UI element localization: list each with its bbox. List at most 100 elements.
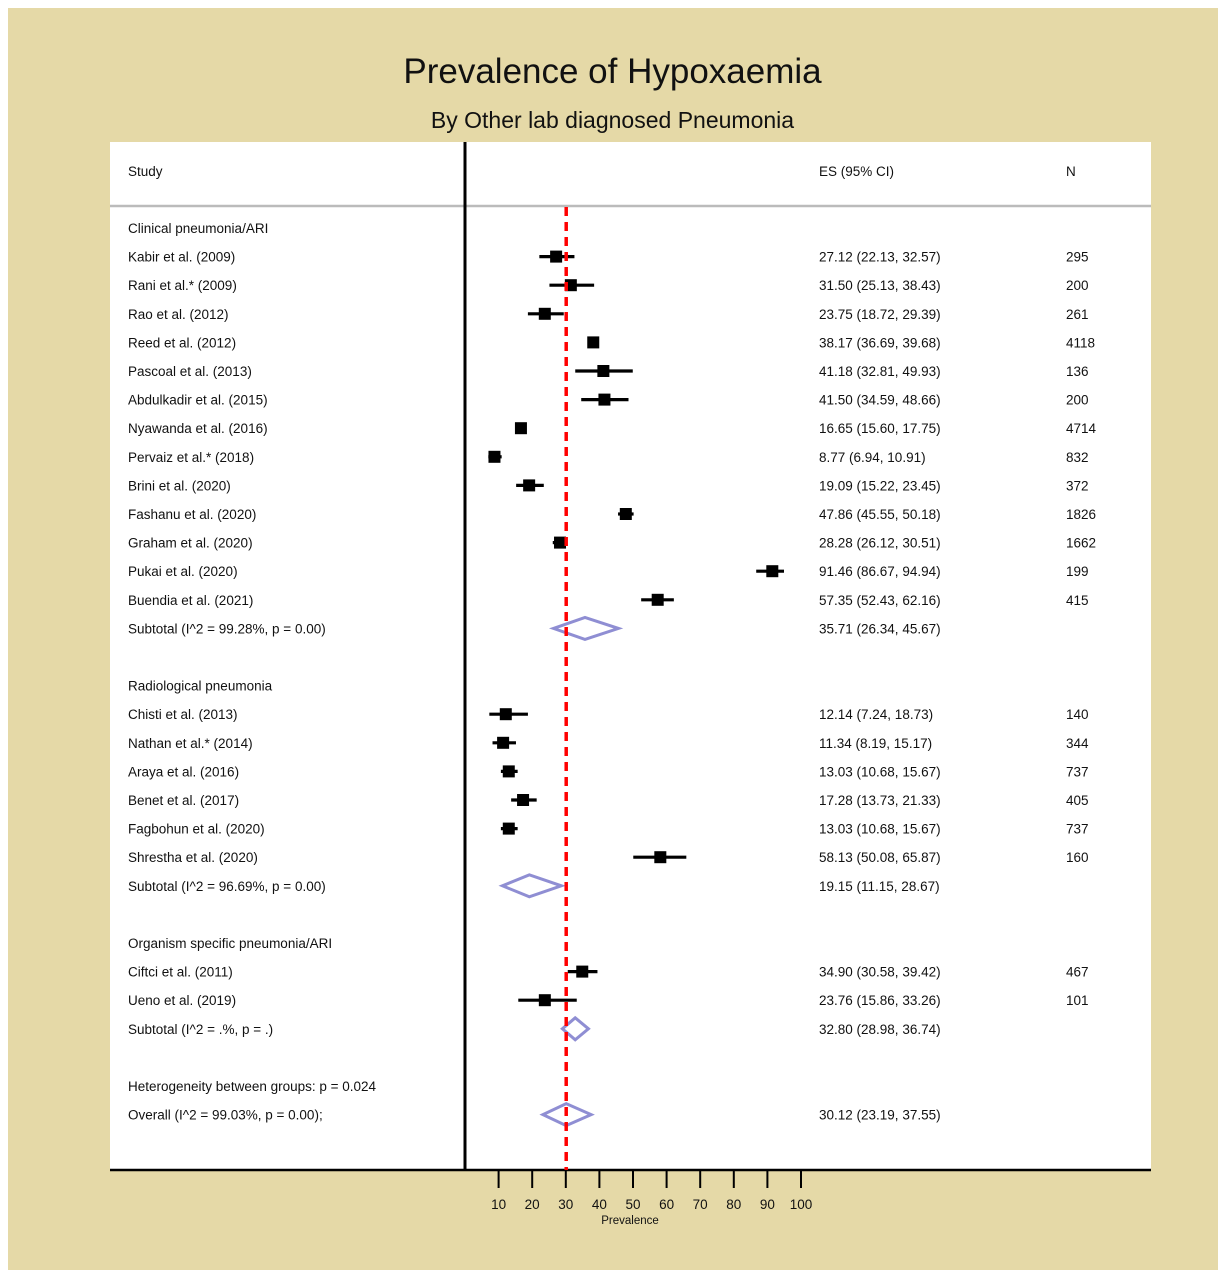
- point-estimate-marker: [554, 536, 567, 549]
- point-estimate-marker: [766, 565, 779, 578]
- point-estimate-marker: [497, 736, 510, 749]
- effect-size-text: 23.75 (18.72, 29.39): [819, 307, 941, 322]
- x-tick-label: 80: [726, 1197, 741, 1212]
- point-estimate-marker: [538, 307, 551, 320]
- point-estimate-marker: [550, 250, 563, 263]
- point-estimate-marker: [654, 851, 667, 864]
- effect-size-text: 28.28 (26.12, 30.51): [819, 536, 941, 551]
- study-label: Pervaiz et al.* (2018): [128, 450, 254, 465]
- sample-size-text: 261: [1066, 307, 1089, 322]
- x-tick-label: 20: [525, 1197, 540, 1212]
- study-label: Brini et al. (2020): [128, 478, 231, 493]
- study-label: Pukai et al. (2020): [128, 564, 238, 579]
- x-tick-label: 10: [491, 1197, 506, 1212]
- effect-size-text: 12.14 (7.24, 18.73): [819, 707, 933, 722]
- study-label: Shrestha et al. (2020): [128, 850, 258, 865]
- effect-size-text: 13.03 (10.68, 15.67): [819, 822, 941, 837]
- sample-size-text: 160: [1066, 850, 1089, 865]
- study-label: Rao et al. (2012): [128, 307, 229, 322]
- sample-size-text: 344: [1066, 736, 1089, 751]
- point-estimate-marker: [488, 450, 501, 463]
- group-header: Radiological pneumonia: [128, 679, 273, 694]
- effect-size-text: 16.65 (15.60, 17.75): [819, 421, 941, 436]
- point-estimate-marker: [502, 822, 515, 835]
- group-header: Organism specific pneumonia/ARI: [128, 936, 332, 951]
- marks-layer: [488, 207, 784, 1170]
- point-estimate-marker: [502, 765, 515, 778]
- effect-size-text: 32.80 (28.98, 36.74): [819, 1022, 941, 1037]
- study-label: Fagbohun et al. (2020): [128, 822, 265, 837]
- sample-size-text: 832: [1066, 450, 1089, 465]
- pooled-estimate-diamond: [548, 615, 624, 641]
- sample-size-text: 295: [1066, 250, 1089, 265]
- x-tick-label: 100: [790, 1197, 813, 1212]
- point-estimate-marker: [538, 994, 551, 1007]
- sample-size-text: 199: [1066, 564, 1089, 579]
- column-header-n: N: [1066, 164, 1076, 179]
- effect-size-text: 58.13 (50.08, 65.87): [819, 850, 941, 865]
- point-estimate-marker: [523, 479, 536, 492]
- study-label: Nyawanda et al. (2016): [128, 421, 268, 436]
- sample-size-text: 4118: [1066, 335, 1095, 350]
- effect-size-text: 35.71 (26.34, 45.67): [819, 621, 941, 636]
- effect-size-text: 8.77 (6.94, 10.91): [819, 450, 926, 465]
- effect-size-text: 57.35 (52.43, 62.16): [819, 593, 941, 608]
- sample-size-text: 200: [1066, 393, 1089, 408]
- chart-subtitle: By Other lab diagnosed Pneumonia: [430, 107, 795, 133]
- study-label: Nathan et al.* (2014): [128, 736, 253, 751]
- heterogeneity-note: Heterogeneity between groups: p = 0.024: [128, 1079, 377, 1094]
- point-estimate-marker: [619, 508, 632, 520]
- point-estimate-marker: [598, 393, 611, 406]
- effect-size-text: 19.15 (11.15, 28.67): [819, 879, 940, 894]
- pooled-estimate-diamond: [560, 1015, 591, 1042]
- effect-size-text: 17.28 (13.73, 21.33): [819, 793, 941, 808]
- x-axis: 10 20 30 40 50 60 70 80 90 100: [491, 1170, 812, 1212]
- effect-size-text: 47.86 (45.55, 50.18): [819, 507, 941, 522]
- study-label: Chisti et al. (2013): [128, 707, 238, 722]
- point-estimate-marker: [517, 794, 530, 806]
- sample-size-text: 415: [1066, 593, 1089, 608]
- rows-layer: Clinical pneumonia/ARI Kabir et al. (2009…: [128, 221, 1097, 1123]
- sample-size-text: 136: [1066, 364, 1089, 379]
- effect-size-text: 34.90 (30.58, 39.42): [819, 965, 941, 980]
- sample-size-text: 200: [1066, 278, 1089, 293]
- x-tick-label: 50: [625, 1197, 640, 1212]
- x-tick-label: 60: [659, 1197, 674, 1212]
- effect-size-text: 31.50 (25.13, 38.43): [819, 278, 941, 293]
- x-tick-label: 40: [592, 1197, 607, 1212]
- effect-size-text: 38.17 (36.69, 39.68): [819, 335, 941, 350]
- column-header-study: Study: [128, 164, 163, 179]
- effect-size-text: 19.09 (15.22, 23.45): [819, 478, 941, 493]
- effect-size-text: 41.18 (32.81, 49.93): [819, 364, 941, 379]
- sample-size-text: 140: [1066, 707, 1089, 722]
- point-estimate-marker: [597, 365, 610, 377]
- sample-size-text: 467: [1066, 965, 1089, 980]
- x-tick-label: 70: [693, 1197, 708, 1212]
- study-label: Reed et al. (2012): [128, 335, 236, 350]
- study-label: Abdulkadir et al. (2015): [128, 393, 268, 408]
- column-header-es: ES (95% CI): [819, 164, 894, 179]
- sample-size-text: 4714: [1066, 421, 1097, 436]
- subtotal-label: Subtotal (I^2 = 96.69%, p = 0.00): [128, 879, 326, 894]
- effect-size-text: 30.12 (23.19, 37.55): [819, 1108, 941, 1123]
- sample-size-text: 1826: [1066, 507, 1096, 522]
- plot-area: [110, 142, 1151, 1170]
- study-label: Graham et al. (2020): [128, 536, 253, 551]
- study-label: Kabir et al. (2009): [128, 250, 235, 265]
- chart-title: Prevalence of Hypoxaemia: [403, 52, 822, 91]
- group-header: Clinical pneumonia/ARI: [128, 221, 268, 236]
- subtotal-label: Subtotal (I^2 = .%, p = .): [128, 1022, 273, 1037]
- effect-size-text: 13.03 (10.68, 15.67): [819, 764, 941, 779]
- study-label: Buendia et al. (2021): [128, 593, 253, 608]
- point-estimate-marker: [576, 965, 589, 978]
- x-tick-label: 90: [760, 1197, 775, 1212]
- sample-size-text: 737: [1066, 764, 1089, 779]
- study-label: Ciftci et al. (2011): [128, 965, 233, 980]
- effect-size-text: 41.50 (34.59, 48.66): [819, 393, 941, 408]
- sample-size-text: 737: [1066, 822, 1089, 837]
- study-label: Ueno et al. (2019): [128, 993, 236, 1008]
- point-estimate-marker: [499, 708, 512, 721]
- study-label: Rani et al.* (2009): [128, 278, 237, 293]
- effect-size-text: 11.34 (8.19, 15.17): [819, 736, 932, 751]
